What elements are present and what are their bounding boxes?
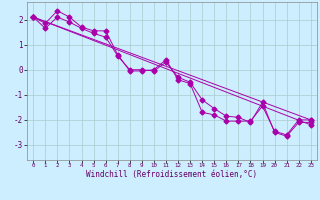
X-axis label: Windchill (Refroidissement éolien,°C): Windchill (Refroidissement éolien,°C) [86, 170, 258, 179]
